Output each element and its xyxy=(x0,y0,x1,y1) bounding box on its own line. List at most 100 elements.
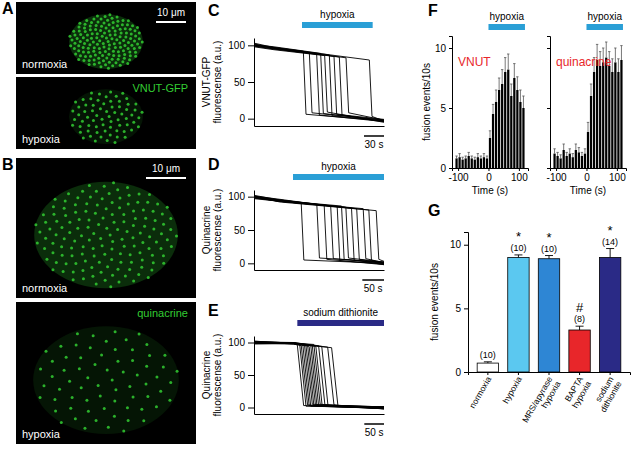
vesicle xyxy=(44,237,47,240)
error-bar xyxy=(545,256,553,259)
tick: normoxia xyxy=(467,372,493,410)
error-bar xyxy=(590,84,592,96)
stain-label: VNUT-GFP xyxy=(132,82,188,94)
vesicle xyxy=(103,253,106,256)
tick: -100 xyxy=(449,168,469,183)
vesicle xyxy=(92,104,95,107)
vesicle xyxy=(108,23,111,26)
vesicle xyxy=(141,111,144,114)
vesicle xyxy=(137,125,140,128)
tick: 0 xyxy=(455,367,468,378)
image-label: hypoxia xyxy=(22,133,61,145)
significance-mark: * xyxy=(546,230,551,245)
vesicle xyxy=(131,236,134,239)
vesicle xyxy=(83,110,86,113)
tick: BAPTAhypoxia xyxy=(562,372,594,410)
vesicle xyxy=(123,44,126,47)
vesicle xyxy=(110,37,113,40)
tick-label: 100 xyxy=(228,191,245,202)
vesicle xyxy=(88,239,91,242)
vesicle xyxy=(105,207,108,210)
scale-bar xyxy=(362,279,384,281)
tick: 100 xyxy=(511,168,528,183)
trace xyxy=(254,343,384,409)
trace xyxy=(254,46,384,122)
vesicle xyxy=(65,262,68,265)
trace xyxy=(254,47,384,123)
tick: 0 xyxy=(239,402,254,413)
scale-bar-label: 50 s xyxy=(364,283,383,294)
axis-title: VNUT-GFPfluorescense (a.u.) xyxy=(201,41,223,124)
tick-label: 10 xyxy=(450,239,462,250)
scale-bar-label: 50 s xyxy=(365,427,384,438)
vesicle xyxy=(78,218,81,221)
vesicle xyxy=(52,213,55,216)
tick-mark xyxy=(449,168,452,169)
image-panel: Bnormoxia10 μmhypoxiaquinacrine xyxy=(2,156,196,444)
tick: 0 xyxy=(584,168,590,183)
vesicle xyxy=(97,21,100,24)
figure-container: Anormoxia10 μmhypoxiaVNUT-GFPBnormoxia10… xyxy=(0,0,640,449)
vesicle xyxy=(55,233,58,236)
vesicle xyxy=(55,261,58,264)
vesicle xyxy=(113,415,116,418)
vesicle xyxy=(111,379,114,382)
trace xyxy=(254,343,384,408)
vesicle xyxy=(100,271,103,274)
trace xyxy=(254,195,384,264)
vesicle xyxy=(87,218,90,221)
line-panel: C050100VNUT-GFPfluorescense (a.u.)hypoxi… xyxy=(201,2,385,150)
tick-mark xyxy=(556,168,557,171)
vesicle xyxy=(98,261,101,264)
vesicle xyxy=(126,62,129,65)
tick-mark xyxy=(610,372,611,375)
trace xyxy=(254,343,384,407)
bar xyxy=(566,156,568,168)
vesicle xyxy=(97,223,100,226)
error-bar xyxy=(606,249,614,258)
vesicle xyxy=(168,399,171,402)
vesicle xyxy=(92,50,95,53)
tick-mark xyxy=(547,168,550,169)
error-bar xyxy=(474,157,476,159)
vesicle xyxy=(72,30,75,33)
axis-line xyxy=(254,39,255,127)
bar xyxy=(501,84,503,168)
stimulus-bar xyxy=(586,24,622,30)
vesicle xyxy=(90,37,93,40)
vesicle xyxy=(79,33,82,36)
vesicle xyxy=(39,367,42,370)
stimulus-label: sodium dithionite xyxy=(303,307,378,318)
vesicle xyxy=(42,213,45,216)
vesicle xyxy=(133,47,136,50)
tick: 0 xyxy=(239,258,254,269)
bar xyxy=(498,90,500,168)
error-bar xyxy=(575,144,577,150)
vesicle xyxy=(82,50,85,53)
vesicle xyxy=(148,247,151,250)
axis-line xyxy=(255,270,385,271)
vesicle xyxy=(70,247,73,250)
error-bar xyxy=(513,64,515,78)
tick: 100 xyxy=(228,40,254,51)
vesicle xyxy=(98,93,101,96)
vesicle xyxy=(93,58,96,61)
vesicle xyxy=(124,36,127,39)
panel-letter: D xyxy=(208,156,220,173)
vesicle xyxy=(86,39,89,42)
tick xyxy=(547,48,550,49)
vesicle xyxy=(120,113,123,116)
vesicle xyxy=(119,46,122,49)
vesicle xyxy=(79,356,82,359)
n-label: (10) xyxy=(480,350,496,360)
vesicle xyxy=(116,24,119,27)
bar xyxy=(468,156,470,168)
micrograph xyxy=(16,77,196,149)
vesicle xyxy=(125,32,128,35)
tick: 10 xyxy=(435,43,452,54)
vesicle xyxy=(84,55,87,58)
tick-label: -100 xyxy=(547,172,567,183)
vesicle xyxy=(109,234,112,237)
vesicle xyxy=(93,255,96,258)
vesicle xyxy=(102,42,105,45)
